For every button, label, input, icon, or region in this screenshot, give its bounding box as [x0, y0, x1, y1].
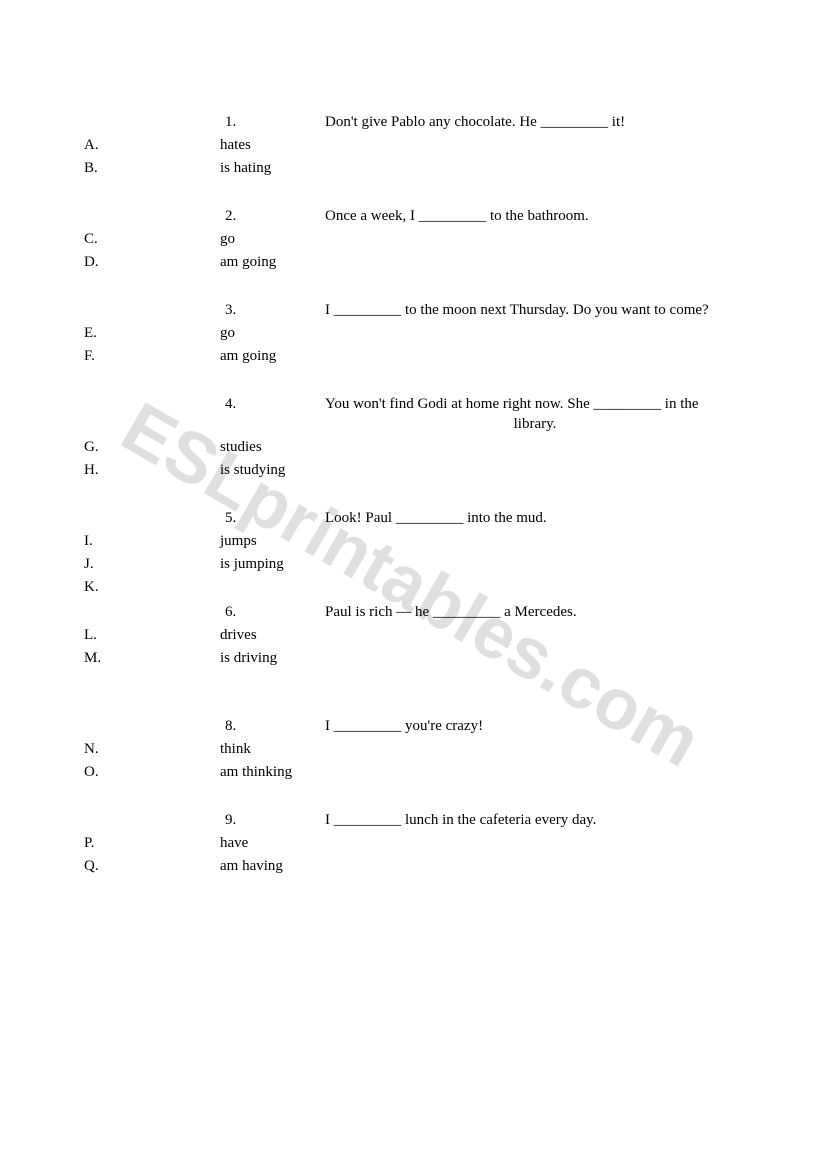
option-letter: H.	[84, 462, 114, 479]
question-text: Don't give Pablo any chocolate. He _____…	[325, 114, 745, 131]
option-text: am going	[220, 348, 520, 365]
question-number: 1.	[225, 114, 265, 131]
question-number: 4.	[225, 396, 265, 413]
question-text: Once a week, I _________ to the bathroom…	[325, 208, 745, 225]
option-letter: F.	[84, 348, 114, 365]
option-text: is jumping	[220, 556, 520, 573]
option-text: am thinking	[220, 764, 520, 781]
option-letter: E.	[84, 325, 114, 342]
option-text: think	[220, 741, 520, 758]
question-text: I _________ to the moon next Thursday. D…	[325, 302, 745, 319]
option-letter: P.	[84, 835, 114, 852]
question-number: 8.	[225, 718, 265, 735]
question-text-continuation: library.	[325, 416, 745, 433]
option-letter: I.	[84, 533, 114, 550]
option-text: is hating	[220, 160, 520, 177]
option-letter: O.	[84, 764, 114, 781]
option-letter: A.	[84, 137, 114, 154]
option-letter: C.	[84, 231, 114, 248]
question-number: 6.	[225, 604, 265, 621]
question-text: Look! Paul _________ into the mud.	[325, 510, 745, 527]
option-letter: K.	[84, 579, 114, 596]
question-text: I _________ you're crazy!	[325, 718, 745, 735]
question-number: 2.	[225, 208, 265, 225]
option-letter: Q.	[84, 858, 114, 875]
option-text: hates	[220, 137, 520, 154]
option-text: am going	[220, 254, 520, 271]
worksheet-page: ESLprintables.com 1.Don't give Pablo any…	[0, 0, 821, 1169]
question-number: 3.	[225, 302, 265, 319]
option-text: studies	[220, 439, 520, 456]
question-number: 9.	[225, 812, 265, 829]
option-letter: M.	[84, 650, 114, 667]
option-letter: B.	[84, 160, 114, 177]
option-text: is studying	[220, 462, 520, 479]
option-text: go	[220, 231, 520, 248]
option-letter: N.	[84, 741, 114, 758]
option-letter: J.	[84, 556, 114, 573]
question-text: Paul is rich — he _________ a Mercedes.	[325, 604, 745, 621]
option-text: am having	[220, 858, 520, 875]
question-text: I _________ lunch in the cafeteria every…	[325, 812, 745, 829]
option-letter: G.	[84, 439, 114, 456]
option-letter: D.	[84, 254, 114, 271]
option-text: drives	[220, 627, 520, 644]
question-number: 5.	[225, 510, 265, 527]
option-letter: L.	[84, 627, 114, 644]
question-text: You won't find Godi at home right now. S…	[325, 396, 745, 413]
option-text: is driving	[220, 650, 520, 667]
option-text: go	[220, 325, 520, 342]
option-text: jumps	[220, 533, 520, 550]
option-text: have	[220, 835, 520, 852]
